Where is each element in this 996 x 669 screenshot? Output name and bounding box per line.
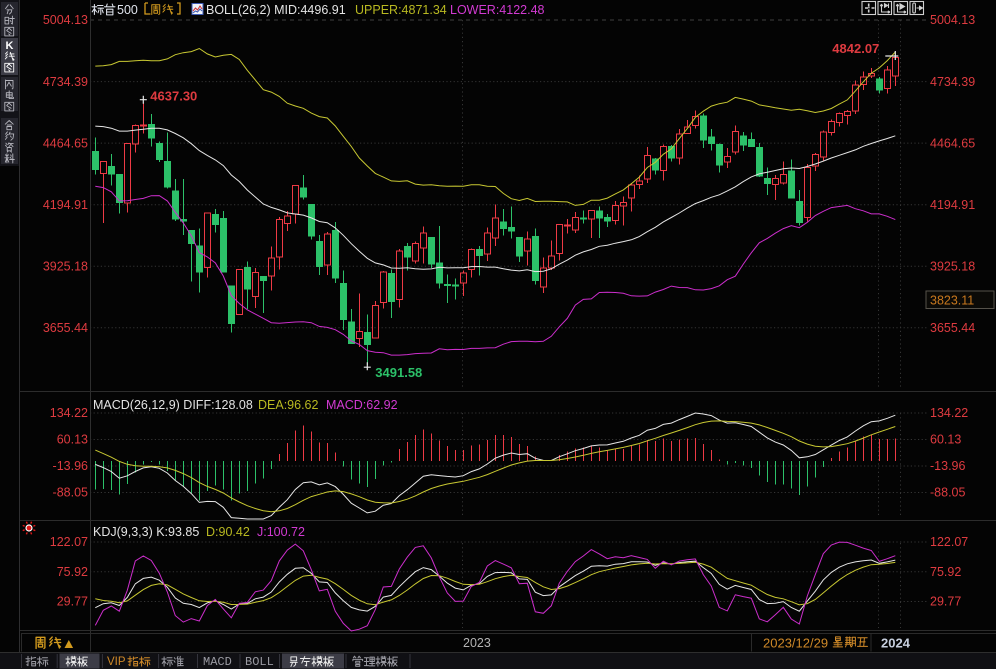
svg-text:5004.13: 5004.13	[43, 13, 88, 27]
svg-text:K: K	[6, 40, 14, 52]
svg-text:4194.91: 4194.91	[43, 198, 88, 212]
svg-text:4734.39: 4734.39	[43, 75, 88, 89]
svg-text:4464.65: 4464.65	[43, 136, 88, 150]
svg-text:-13.96: -13.96	[53, 459, 88, 473]
svg-text:MACD:62.92: MACD:62.92	[326, 398, 398, 412]
svg-text:29.77: 29.77	[57, 595, 88, 609]
svg-text:3823.11: 3823.11	[930, 294, 974, 308]
svg-text:75.92: 75.92	[57, 565, 88, 579]
svg-text:LOWER:4122.48: LOWER:4122.48	[450, 3, 545, 17]
svg-text:-13.96: -13.96	[930, 459, 965, 473]
svg-text:500: 500	[117, 3, 138, 17]
svg-text:4194.91: 4194.91	[930, 198, 975, 212]
svg-text:60.13: 60.13	[57, 433, 88, 447]
svg-text:DEA:96.62: DEA:96.62	[258, 398, 319, 412]
svg-text:4842.07: 4842.07	[832, 41, 879, 56]
svg-text:2023/12/29: 2023/12/29	[763, 636, 828, 651]
svg-text:122.07: 122.07	[930, 535, 968, 549]
svg-text:4734.39: 4734.39	[930, 75, 975, 89]
svg-text:D:90.42: D:90.42	[206, 525, 250, 539]
svg-text:MACD: MACD	[203, 655, 232, 669]
svg-text:2024: 2024	[881, 636, 911, 651]
svg-text:J:100.72: J:100.72	[257, 525, 305, 539]
svg-text:3491.58: 3491.58	[375, 365, 422, 380]
svg-text:134.22: 134.22	[930, 406, 968, 420]
svg-text:3925.18: 3925.18	[930, 260, 975, 274]
svg-text:-88.05: -88.05	[53, 486, 88, 500]
svg-text:4464.65: 4464.65	[930, 136, 975, 150]
svg-text:3925.18: 3925.18	[43, 260, 88, 274]
svg-text:3655.44: 3655.44	[43, 321, 88, 335]
svg-text:VIP: VIP	[107, 656, 126, 668]
svg-text:5004.13: 5004.13	[930, 13, 975, 27]
svg-text:3655.44: 3655.44	[930, 321, 975, 335]
svg-text:-88.05: -88.05	[930, 486, 965, 500]
svg-text:KDJ(9,3,3) K:93.85: KDJ(9,3,3) K:93.85	[93, 525, 199, 539]
svg-text:UPPER:4871.34: UPPER:4871.34	[355, 3, 447, 17]
svg-text:75.92: 75.92	[930, 565, 961, 579]
svg-text:BOLL(26,2) MID:4496.91: BOLL(26,2) MID:4496.91	[206, 3, 346, 17]
svg-text:2023: 2023	[463, 636, 491, 650]
svg-text:134.22: 134.22	[50, 406, 88, 420]
svg-text:122.07: 122.07	[50, 535, 88, 549]
svg-text:4637.30: 4637.30	[150, 89, 197, 104]
svg-text:60.13: 60.13	[930, 433, 961, 447]
svg-text:MACD(26,12,9) DIFF:128.08: MACD(26,12,9) DIFF:128.08	[93, 398, 253, 412]
svg-text:BOLL: BOLL	[245, 655, 274, 669]
svg-text:29.77: 29.77	[930, 595, 961, 609]
